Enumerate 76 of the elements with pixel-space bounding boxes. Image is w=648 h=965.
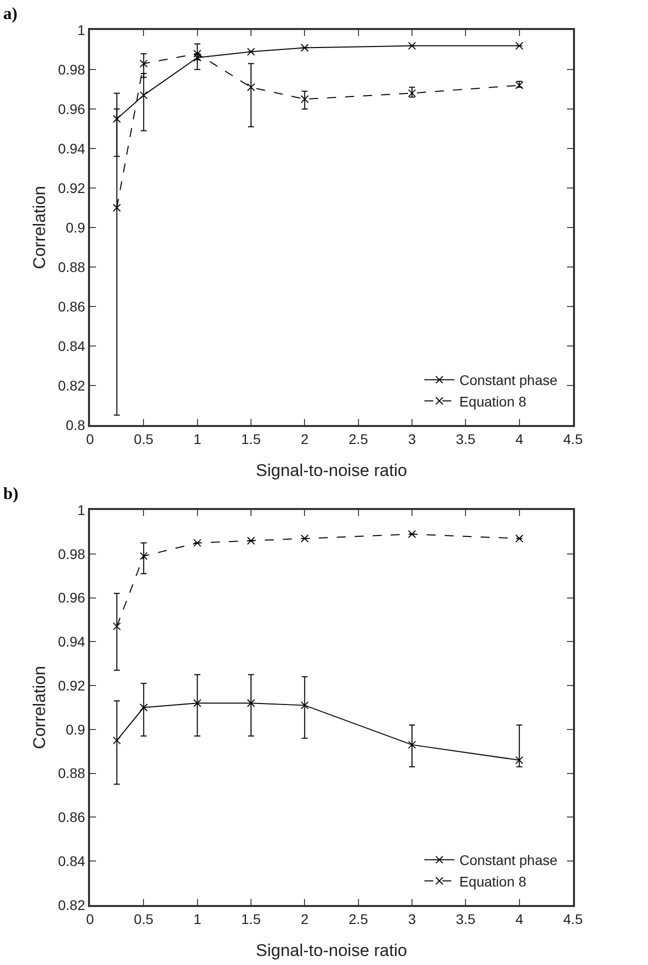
x-tick-label: 3.5 <box>456 910 476 927</box>
legend-label: Equation 8 <box>459 393 526 410</box>
x-tick-label: 2 <box>300 910 309 927</box>
y-tick-label: 0.88 <box>58 258 86 275</box>
point <box>408 89 416 98</box>
chart-title: b) <box>3 484 18 504</box>
point <box>193 538 202 547</box>
x-tick-label: 1 <box>193 910 202 927</box>
y-tick-label: 0.88 <box>58 765 86 782</box>
y-tick-label: 0.9 <box>66 219 86 236</box>
point <box>300 701 309 710</box>
point <box>408 42 416 50</box>
x-tick-label: 0.5 <box>134 430 154 447</box>
point <box>193 699 202 708</box>
point <box>300 44 309 52</box>
point <box>247 536 255 545</box>
y-tick-label: 0.96 <box>58 590 86 606</box>
point <box>247 48 255 56</box>
point <box>515 534 524 543</box>
x-tick-label: 3 <box>408 430 416 447</box>
y-axis-title: Correlation <box>30 666 49 750</box>
y-tick-label: 0.94 <box>58 140 86 156</box>
point <box>408 740 416 749</box>
y-tick-label: 0.84 <box>58 853 86 870</box>
y-tick-label: 1 <box>77 502 86 518</box>
y-tick-label: 0.98 <box>58 61 86 78</box>
point <box>112 114 121 123</box>
x-tick-label: 4 <box>515 430 524 447</box>
x-tick-label: 0 <box>86 430 94 447</box>
x-tick-label: 0.5 <box>134 910 154 927</box>
y-tick-label: 0.86 <box>58 809 86 826</box>
y-tick-label: 0.96 <box>58 100 86 117</box>
x-tick-label: 4 <box>515 910 524 927</box>
x-axis-title: Signal-to-noise ratio <box>256 941 408 960</box>
y-tick-label: 0.98 <box>58 546 86 562</box>
x-tick-label: 2 <box>300 430 309 447</box>
point <box>140 552 148 560</box>
point <box>515 756 524 764</box>
point <box>140 60 148 68</box>
point <box>193 50 202 58</box>
y-tick-label: 0.82 <box>58 896 86 913</box>
x-tick-label: 1.5 <box>241 430 261 447</box>
y-tick-label: 0.9 <box>66 721 86 738</box>
legend-label: Constant phase <box>459 372 558 388</box>
point <box>408 530 416 538</box>
point <box>247 699 255 708</box>
point <box>247 83 255 92</box>
point <box>140 704 148 712</box>
x-tick-label: 4.5 <box>563 910 583 927</box>
point <box>300 95 309 104</box>
legend-label: Equation 8 <box>459 873 526 890</box>
y-tick-label: 0.82 <box>58 377 86 394</box>
y-tick-label: 0.8 <box>66 416 86 433</box>
x-tick-label: 2.5 <box>348 430 368 447</box>
x-axis-title: Signal-to-noise ratio <box>256 461 408 480</box>
x-tick-label: 1.5 <box>241 910 261 927</box>
y-tick-label: 0.92 <box>58 180 86 196</box>
point <box>112 736 121 744</box>
y-tick-label: 0.84 <box>58 338 86 354</box>
y-tick-label: 0.86 <box>58 298 86 314</box>
point <box>140 91 148 100</box>
x-tick-label: 0 <box>86 910 94 927</box>
y-tick-label: 0.94 <box>58 634 86 650</box>
y-tick-label: 0.92 <box>58 677 86 694</box>
point <box>112 622 121 630</box>
y-tick-label: 1 <box>77 22 86 38</box>
legend-label: Constant phase <box>459 852 558 868</box>
x-tick-label: 3 <box>408 910 416 927</box>
x-tick-label: 2.5 <box>348 910 368 927</box>
y-axis-title: Correlation <box>30 186 49 270</box>
x-tick-label: 1 <box>193 430 202 447</box>
point <box>300 534 309 543</box>
point <box>112 204 121 212</box>
x-tick-label: 3.5 <box>456 430 476 447</box>
chart-title: a) <box>3 4 18 24</box>
x-tick-label: 4.5 <box>563 430 583 447</box>
